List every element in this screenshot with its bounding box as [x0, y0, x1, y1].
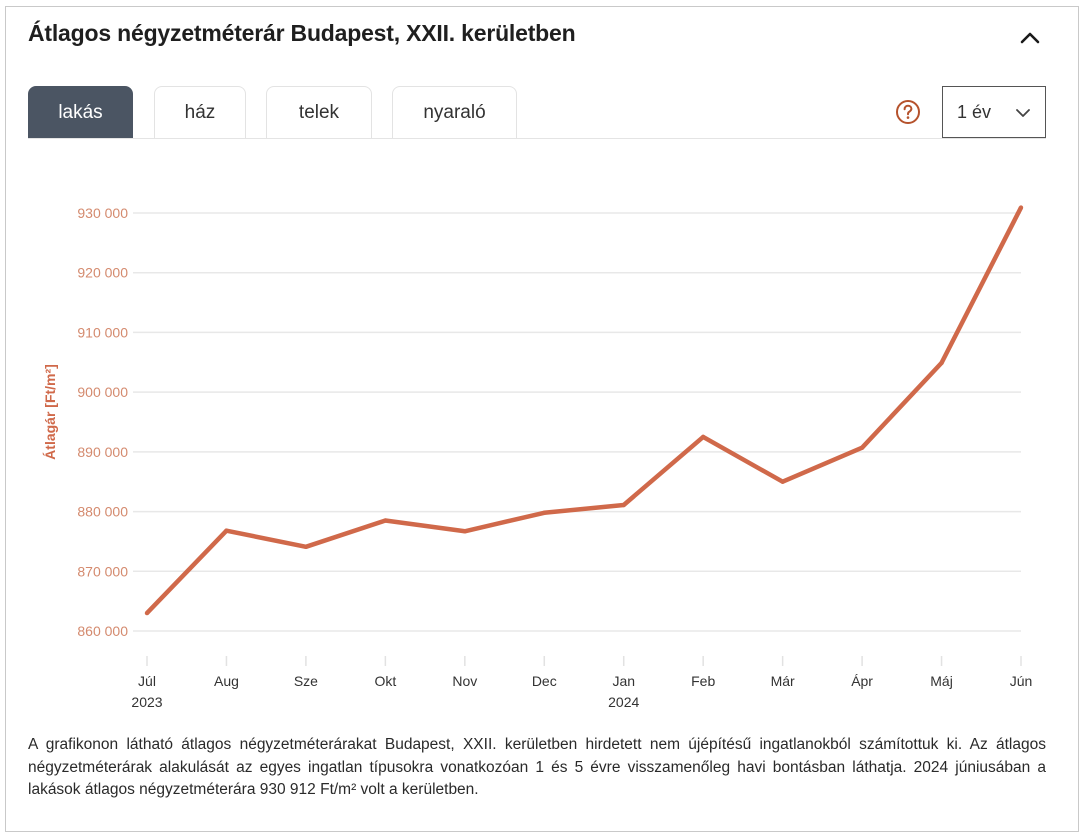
y-tick-label: 870 000 — [77, 563, 128, 579]
x-tick-label: Dec — [532, 673, 557, 689]
data-point[interactable] — [621, 502, 626, 508]
data-point[interactable] — [383, 518, 388, 523]
x-axis-ticks: Júl 2023 Aug Sze Okt Nov Dec Jan 2024 Feb Már Ápr Má… — [131, 656, 1032, 710]
tab-lakas[interactable]: lakás — [28, 86, 133, 138]
x-tick-label: Nov — [452, 673, 477, 689]
series-line-lakás — [145, 206, 1024, 615]
data-point[interactable] — [303, 544, 309, 550]
y-tick-label: 860 000 — [77, 623, 128, 639]
data-point[interactable] — [700, 434, 706, 440]
period-select[interactable]: 1 év — [942, 86, 1046, 138]
x-tick-label: Sze — [294, 673, 318, 689]
help-button[interactable] — [895, 99, 921, 125]
data-point[interactable] — [859, 445, 865, 450]
tab-haz[interactable]: ház — [154, 86, 246, 138]
tab-nyaralo[interactable]: nyaraló — [392, 86, 517, 138]
y-tick-label: 880 000 — [77, 504, 128, 520]
data-point[interactable] — [144, 610, 150, 616]
data-point[interactable] — [224, 528, 229, 533]
x-tick-label: Már — [771, 673, 795, 689]
chart-description: A grafikonon látható átlagos négyzetméte… — [28, 736, 1046, 798]
collapse-button[interactable] — [1016, 24, 1044, 52]
x-tick-label: Jún — [1010, 673, 1033, 689]
data-point[interactable] — [780, 479, 785, 484]
price-card — [5, 6, 1079, 832]
x-tick-label: Jan — [612, 673, 635, 689]
x-tick-year-label: 2023 — [131, 694, 162, 710]
question-circle-icon — [896, 100, 920, 124]
data-point[interactable] — [939, 360, 944, 366]
y-tick-label: 910 000 — [77, 324, 128, 340]
tabs-divider — [28, 138, 1046, 139]
chevron-up-icon — [1020, 32, 1040, 44]
x-tick-label: Okt — [374, 673, 396, 689]
price-line-chart: 860 000 870 000 880 000 890 000 900 000 910 0… — [42, 205, 1032, 710]
y-tick-label: 920 000 — [77, 265, 128, 281]
x-tick-label: Aug — [214, 673, 239, 689]
series-layer — [144, 205, 1024, 616]
x-tick-year-label: 2024 — [608, 694, 639, 710]
x-tick-label: Júl — [138, 673, 156, 689]
data-point[interactable] — [462, 529, 468, 534]
x-tick-label: Ápr — [851, 673, 873, 689]
y-tick-label: 890 000 — [77, 444, 128, 460]
y-tick-label: 930 000 — [77, 205, 128, 221]
y-axis-label: Átlagár [Ft/m²] — [42, 364, 58, 460]
y-axis-ticks: 860 000 870 000 880 000 890 000 900 000 910 0… — [77, 205, 128, 639]
chevron-down-icon — [1016, 109, 1030, 117]
x-tick-label: Máj — [930, 673, 953, 689]
data-point[interactable] — [1018, 205, 1024, 210]
card-title: Átlagos négyzetméterár Budapest, XXII. k… — [28, 20, 576, 46]
tab-telek[interactable]: telek — [266, 86, 372, 138]
data-point[interactable] — [542, 510, 547, 515]
x-tick-label: Feb — [691, 673, 715, 689]
y-tick-label: 900 000 — [77, 384, 128, 400]
period-select-value: 1 év — [957, 101, 992, 122]
